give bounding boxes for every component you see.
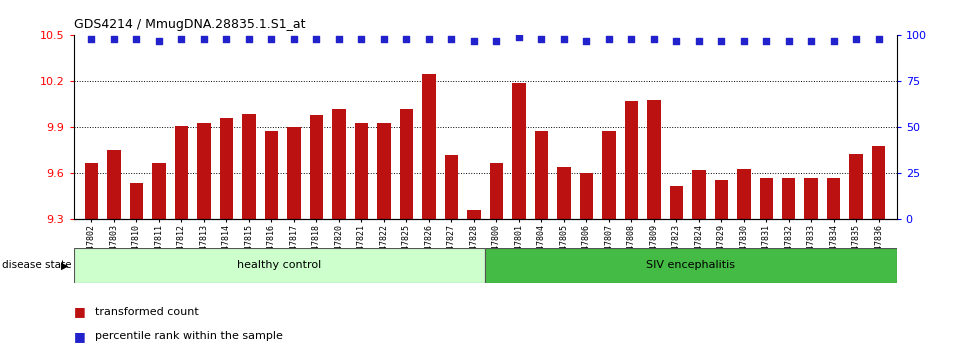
Point (241, 36, 257, 42)
Text: GDS4214 / MmugDNA.28835.1.S1_at: GDS4214 / MmugDNA.28835.1.S1_at (74, 18, 305, 31)
Bar (602, 131, 615, 219)
Point (511, 34, 526, 40)
Text: percentile rank within the sample: percentile rank within the sample (95, 331, 283, 341)
Point (196, 36, 212, 42)
Point (804, 38, 819, 44)
Point (151, 38, 167, 44)
Bar (265, 131, 278, 219)
Bar (310, 115, 323, 219)
Bar (782, 178, 796, 219)
Text: transformed count: transformed count (95, 307, 199, 316)
Point (219, 36, 234, 42)
Point (781, 38, 797, 44)
Bar (760, 178, 773, 219)
Point (556, 36, 571, 42)
Bar (287, 127, 301, 219)
Bar (737, 169, 751, 219)
Point (466, 38, 482, 44)
Bar (152, 163, 166, 219)
Bar (445, 155, 458, 219)
Bar (579, 173, 593, 219)
Point (691, 38, 707, 44)
Bar (624, 101, 638, 219)
Bar (377, 123, 391, 219)
Point (173, 36, 189, 42)
Point (331, 36, 347, 42)
Point (106, 36, 122, 42)
Point (826, 38, 842, 44)
Bar (355, 123, 368, 219)
Bar (400, 109, 414, 219)
Bar (692, 170, 706, 219)
Point (309, 36, 324, 42)
Text: disease state: disease state (2, 261, 72, 270)
Bar (332, 109, 346, 219)
Bar (872, 146, 886, 219)
Bar (534, 131, 548, 219)
Bar (422, 74, 436, 219)
Point (354, 36, 369, 42)
Bar (242, 114, 256, 219)
Bar (220, 118, 233, 219)
Point (264, 36, 279, 42)
Point (399, 36, 415, 42)
Point (128, 36, 144, 42)
Text: ▶: ▶ (61, 261, 69, 270)
Bar (513, 83, 525, 219)
Bar (714, 179, 728, 219)
Text: healthy control: healthy control (237, 261, 321, 270)
Point (83, 36, 99, 42)
Bar (174, 126, 188, 219)
Bar (669, 186, 683, 219)
Bar (827, 178, 841, 219)
Bar (490, 163, 503, 219)
Point (533, 36, 549, 42)
Text: ■: ■ (74, 330, 85, 343)
Bar (467, 210, 480, 219)
Point (668, 38, 684, 44)
Bar (557, 167, 570, 219)
Bar (805, 178, 818, 219)
Text: SIV encephalitis: SIV encephalitis (647, 261, 735, 270)
Bar (84, 163, 98, 219)
Point (849, 36, 864, 42)
Bar (485, 248, 897, 283)
Bar (129, 183, 143, 219)
Point (376, 36, 392, 42)
Point (286, 36, 302, 42)
Bar (647, 100, 661, 219)
Text: ■: ■ (74, 305, 85, 318)
Point (871, 36, 887, 42)
Bar (74, 248, 485, 283)
Point (736, 38, 752, 44)
Bar (197, 123, 211, 219)
Bar (107, 150, 121, 219)
Point (759, 38, 774, 44)
Point (713, 38, 729, 44)
Point (578, 38, 594, 44)
Point (623, 36, 639, 42)
Point (444, 36, 460, 42)
Point (488, 38, 504, 44)
Point (421, 36, 437, 42)
Point (601, 36, 616, 42)
Point (646, 36, 662, 42)
Bar (850, 154, 863, 219)
